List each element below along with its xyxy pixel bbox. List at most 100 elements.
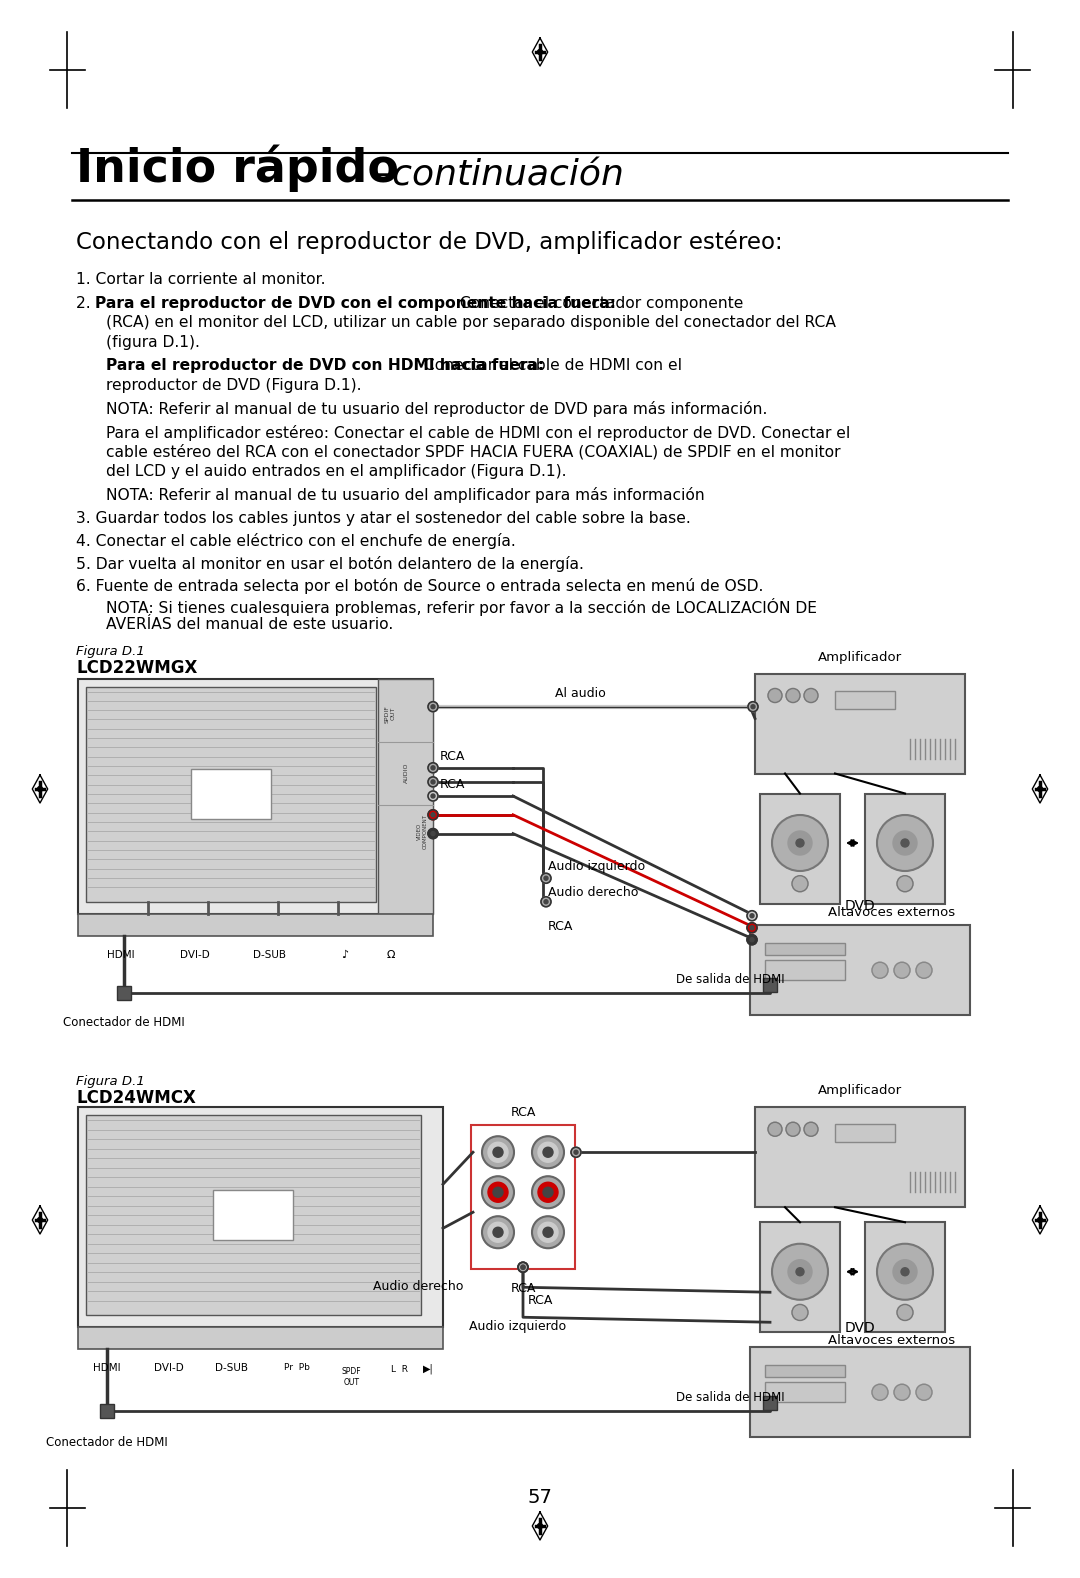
FancyBboxPatch shape bbox=[191, 768, 271, 819]
Text: LCD22WMGX: LCD22WMGX bbox=[76, 658, 198, 677]
FancyBboxPatch shape bbox=[755, 674, 966, 773]
Text: D-SUB: D-SUB bbox=[253, 950, 286, 959]
Bar bbox=[835, 691, 895, 709]
Circle shape bbox=[521, 1266, 525, 1269]
Text: 2.: 2. bbox=[76, 295, 95, 311]
Text: Altavoces externos: Altavoces externos bbox=[828, 906, 956, 918]
Circle shape bbox=[38, 786, 42, 792]
Circle shape bbox=[492, 1228, 503, 1237]
Text: VIDEO
COMPONENT: VIDEO COMPONENT bbox=[417, 814, 428, 849]
FancyBboxPatch shape bbox=[378, 679, 433, 914]
Circle shape bbox=[916, 963, 932, 978]
Text: del LCD y el auido entrados en el amplificador (Figura D.1).: del LCD y el auido entrados en el amplif… bbox=[106, 464, 567, 478]
Circle shape bbox=[772, 1243, 828, 1300]
Circle shape bbox=[431, 705, 435, 709]
Text: Audio derecho: Audio derecho bbox=[373, 1280, 463, 1294]
Circle shape bbox=[901, 1267, 909, 1275]
Text: SPDF
OUT: SPDF OUT bbox=[342, 1367, 362, 1387]
Text: cable estéreo del RCA con el conectador SPDF HACIA FUERA (COAXIAL) de SPDIF en e: cable estéreo del RCA con el conectador … bbox=[106, 443, 840, 459]
Text: LCD24WMCX: LCD24WMCX bbox=[76, 1089, 195, 1108]
Text: (figura D.1).: (figura D.1). bbox=[106, 335, 200, 349]
Circle shape bbox=[792, 876, 808, 892]
Text: AVERÍAS del manual de este usuario.: AVERÍAS del manual de este usuario. bbox=[106, 617, 393, 633]
Circle shape bbox=[532, 1176, 564, 1209]
FancyBboxPatch shape bbox=[213, 1190, 293, 1240]
Circle shape bbox=[792, 1305, 808, 1321]
Circle shape bbox=[431, 794, 435, 798]
Text: Conectando con el reproductor de DVD, amplificador estéreo:: Conectando con el reproductor de DVD, am… bbox=[76, 230, 783, 254]
Circle shape bbox=[482, 1217, 514, 1248]
Text: NOTA: Referir al manual de tu usuario del amplificador para más información: NOTA: Referir al manual de tu usuario de… bbox=[106, 488, 705, 503]
FancyBboxPatch shape bbox=[755, 1108, 966, 1207]
FancyBboxPatch shape bbox=[117, 986, 131, 999]
Circle shape bbox=[772, 814, 828, 871]
Circle shape bbox=[768, 688, 782, 702]
Circle shape bbox=[541, 873, 551, 884]
Circle shape bbox=[901, 839, 909, 847]
Text: DVI-D: DVI-D bbox=[180, 950, 210, 959]
Circle shape bbox=[768, 1122, 782, 1136]
FancyBboxPatch shape bbox=[78, 679, 433, 914]
Circle shape bbox=[482, 1136, 514, 1168]
Circle shape bbox=[747, 911, 757, 920]
Circle shape bbox=[872, 1384, 888, 1400]
Bar bbox=[765, 944, 845, 955]
Bar bbox=[765, 1382, 845, 1403]
Text: AUDIO: AUDIO bbox=[404, 762, 408, 783]
Text: RCA: RCA bbox=[440, 750, 465, 762]
Circle shape bbox=[748, 702, 758, 712]
Circle shape bbox=[1038, 786, 1042, 792]
FancyBboxPatch shape bbox=[750, 1348, 970, 1438]
Text: NOTA: Referir al manual de tu usuario del reproductor de DVD para más informació: NOTA: Referir al manual de tu usuario de… bbox=[106, 401, 768, 417]
Text: HDMI: HDMI bbox=[107, 950, 134, 959]
Circle shape bbox=[877, 814, 933, 871]
Circle shape bbox=[488, 1142, 508, 1163]
Circle shape bbox=[897, 1305, 913, 1321]
Text: Pr  Pb: Pr Pb bbox=[284, 1363, 310, 1373]
Text: De salida de HDMI: De salida de HDMI bbox=[676, 972, 784, 986]
FancyBboxPatch shape bbox=[100, 1404, 114, 1419]
Circle shape bbox=[571, 1147, 581, 1157]
Text: Conectador de HDMI: Conectador de HDMI bbox=[64, 1016, 185, 1029]
Text: RCA: RCA bbox=[440, 778, 465, 791]
Text: Conectador de HDMI: Conectador de HDMI bbox=[46, 1436, 168, 1449]
Text: Al audio: Al audio bbox=[555, 686, 606, 699]
FancyBboxPatch shape bbox=[86, 686, 376, 901]
Bar bbox=[78, 1327, 443, 1349]
Circle shape bbox=[543, 1147, 553, 1157]
FancyBboxPatch shape bbox=[760, 794, 840, 904]
Text: DVI-D: DVI-D bbox=[154, 1363, 184, 1373]
Circle shape bbox=[38, 1218, 42, 1223]
Text: Para el reproductor de DVD con el componente hacia fuera:: Para el reproductor de DVD con el compon… bbox=[95, 295, 616, 311]
Text: Audio izquierdo: Audio izquierdo bbox=[470, 1321, 567, 1333]
FancyBboxPatch shape bbox=[762, 977, 777, 991]
Circle shape bbox=[1038, 1218, 1042, 1223]
Circle shape bbox=[788, 1259, 812, 1284]
Circle shape bbox=[786, 688, 800, 702]
Circle shape bbox=[538, 49, 542, 55]
Text: Audio izquierdo: Audio izquierdo bbox=[548, 860, 645, 873]
Circle shape bbox=[916, 1384, 932, 1400]
Circle shape bbox=[786, 1122, 800, 1136]
Text: De salida de HDMI: De salida de HDMI bbox=[676, 1392, 784, 1404]
Circle shape bbox=[804, 688, 818, 702]
Text: NOTA: Si tienes cualesquiera problemas, referir por favor a la sección de LOCALI: NOTA: Si tienes cualesquiera problemas, … bbox=[106, 598, 816, 615]
Circle shape bbox=[428, 702, 438, 712]
Text: L  R: L R bbox=[391, 1365, 408, 1374]
Bar bbox=[765, 961, 845, 980]
Text: 3. Guardar todos los cables juntos y atar el sostenedor del cable sobre la base.: 3. Guardar todos los cables juntos y ata… bbox=[76, 511, 691, 525]
Text: Amplificador: Amplificador bbox=[818, 650, 902, 663]
FancyBboxPatch shape bbox=[86, 1116, 421, 1314]
Text: Altavoces externos: Altavoces externos bbox=[828, 1335, 956, 1348]
Text: Inicio rápido: Inicio rápido bbox=[76, 145, 399, 193]
Circle shape bbox=[538, 1182, 558, 1202]
Text: ♪: ♪ bbox=[340, 950, 348, 959]
Circle shape bbox=[428, 810, 438, 821]
Text: 1. Cortar la corriente al monitor.: 1. Cortar la corriente al monitor. bbox=[76, 271, 325, 287]
Text: SPDIF
OUT: SPDIF OUT bbox=[384, 705, 395, 723]
Text: DVD: DVD bbox=[845, 1321, 876, 1335]
Text: –continuación: –continuación bbox=[374, 158, 624, 193]
Circle shape bbox=[788, 832, 812, 855]
Text: 4. Conectar el cable eléctrico con el enchufe de energía.: 4. Conectar el cable eléctrico con el en… bbox=[76, 533, 516, 549]
Circle shape bbox=[747, 934, 757, 945]
